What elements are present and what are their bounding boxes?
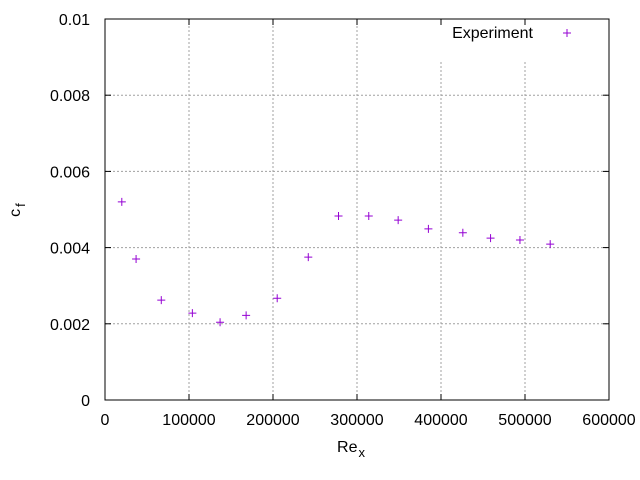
data-point (273, 294, 282, 303)
x-tick-label: 400000 (414, 412, 467, 429)
data-point (216, 318, 225, 327)
x-tick-label: 100000 (162, 412, 215, 429)
y-tick-label: 0.008 (50, 88, 90, 105)
data-point (424, 224, 433, 233)
y-tick-label: 0.004 (50, 241, 90, 258)
data-point (188, 309, 197, 318)
x-tick-label: 500000 (498, 412, 551, 429)
legend: Experiment (452, 25, 571, 42)
data-point (132, 255, 141, 264)
y-tick-label: 0.01 (59, 12, 90, 29)
data-point (364, 211, 373, 220)
data-point (394, 216, 403, 225)
x-tick-label: 600000 (582, 412, 635, 429)
data-point (117, 197, 126, 206)
data-point (546, 240, 555, 249)
data-point (242, 311, 251, 320)
data-point (157, 296, 166, 305)
legend-label-experiment: Experiment (452, 25, 533, 42)
y-tick-label: 0 (81, 393, 90, 410)
data-point (304, 253, 313, 262)
x-tick-label: 200000 (246, 412, 299, 429)
x-tick-label: 0 (101, 412, 110, 429)
x-tick-label: 300000 (330, 412, 383, 429)
data-point (334, 211, 343, 220)
x-axis-label: Rex (337, 439, 365, 460)
data-point (515, 235, 524, 244)
y-tick-label: 0.006 (50, 164, 90, 181)
x-axis-label-subscript: x (358, 445, 365, 460)
tick-labels: 0 100000 200000 300000 400000 500000 600000 0 0.… (50, 12, 636, 429)
data-points (117, 197, 555, 327)
y-axis-label: cf (7, 203, 28, 217)
y-tick-label: 0.002 (50, 317, 90, 334)
grid-lines (105, 19, 609, 400)
data-point (458, 228, 467, 237)
y-axis-label-main: c (7, 209, 24, 217)
legend-marker (563, 29, 571, 37)
x-axis-label-main: Re (337, 439, 358, 456)
y-axis-label-subscript: f (13, 203, 28, 207)
axes (104, 18, 610, 401)
plot-border (104, 18, 610, 401)
data-point (486, 234, 495, 243)
